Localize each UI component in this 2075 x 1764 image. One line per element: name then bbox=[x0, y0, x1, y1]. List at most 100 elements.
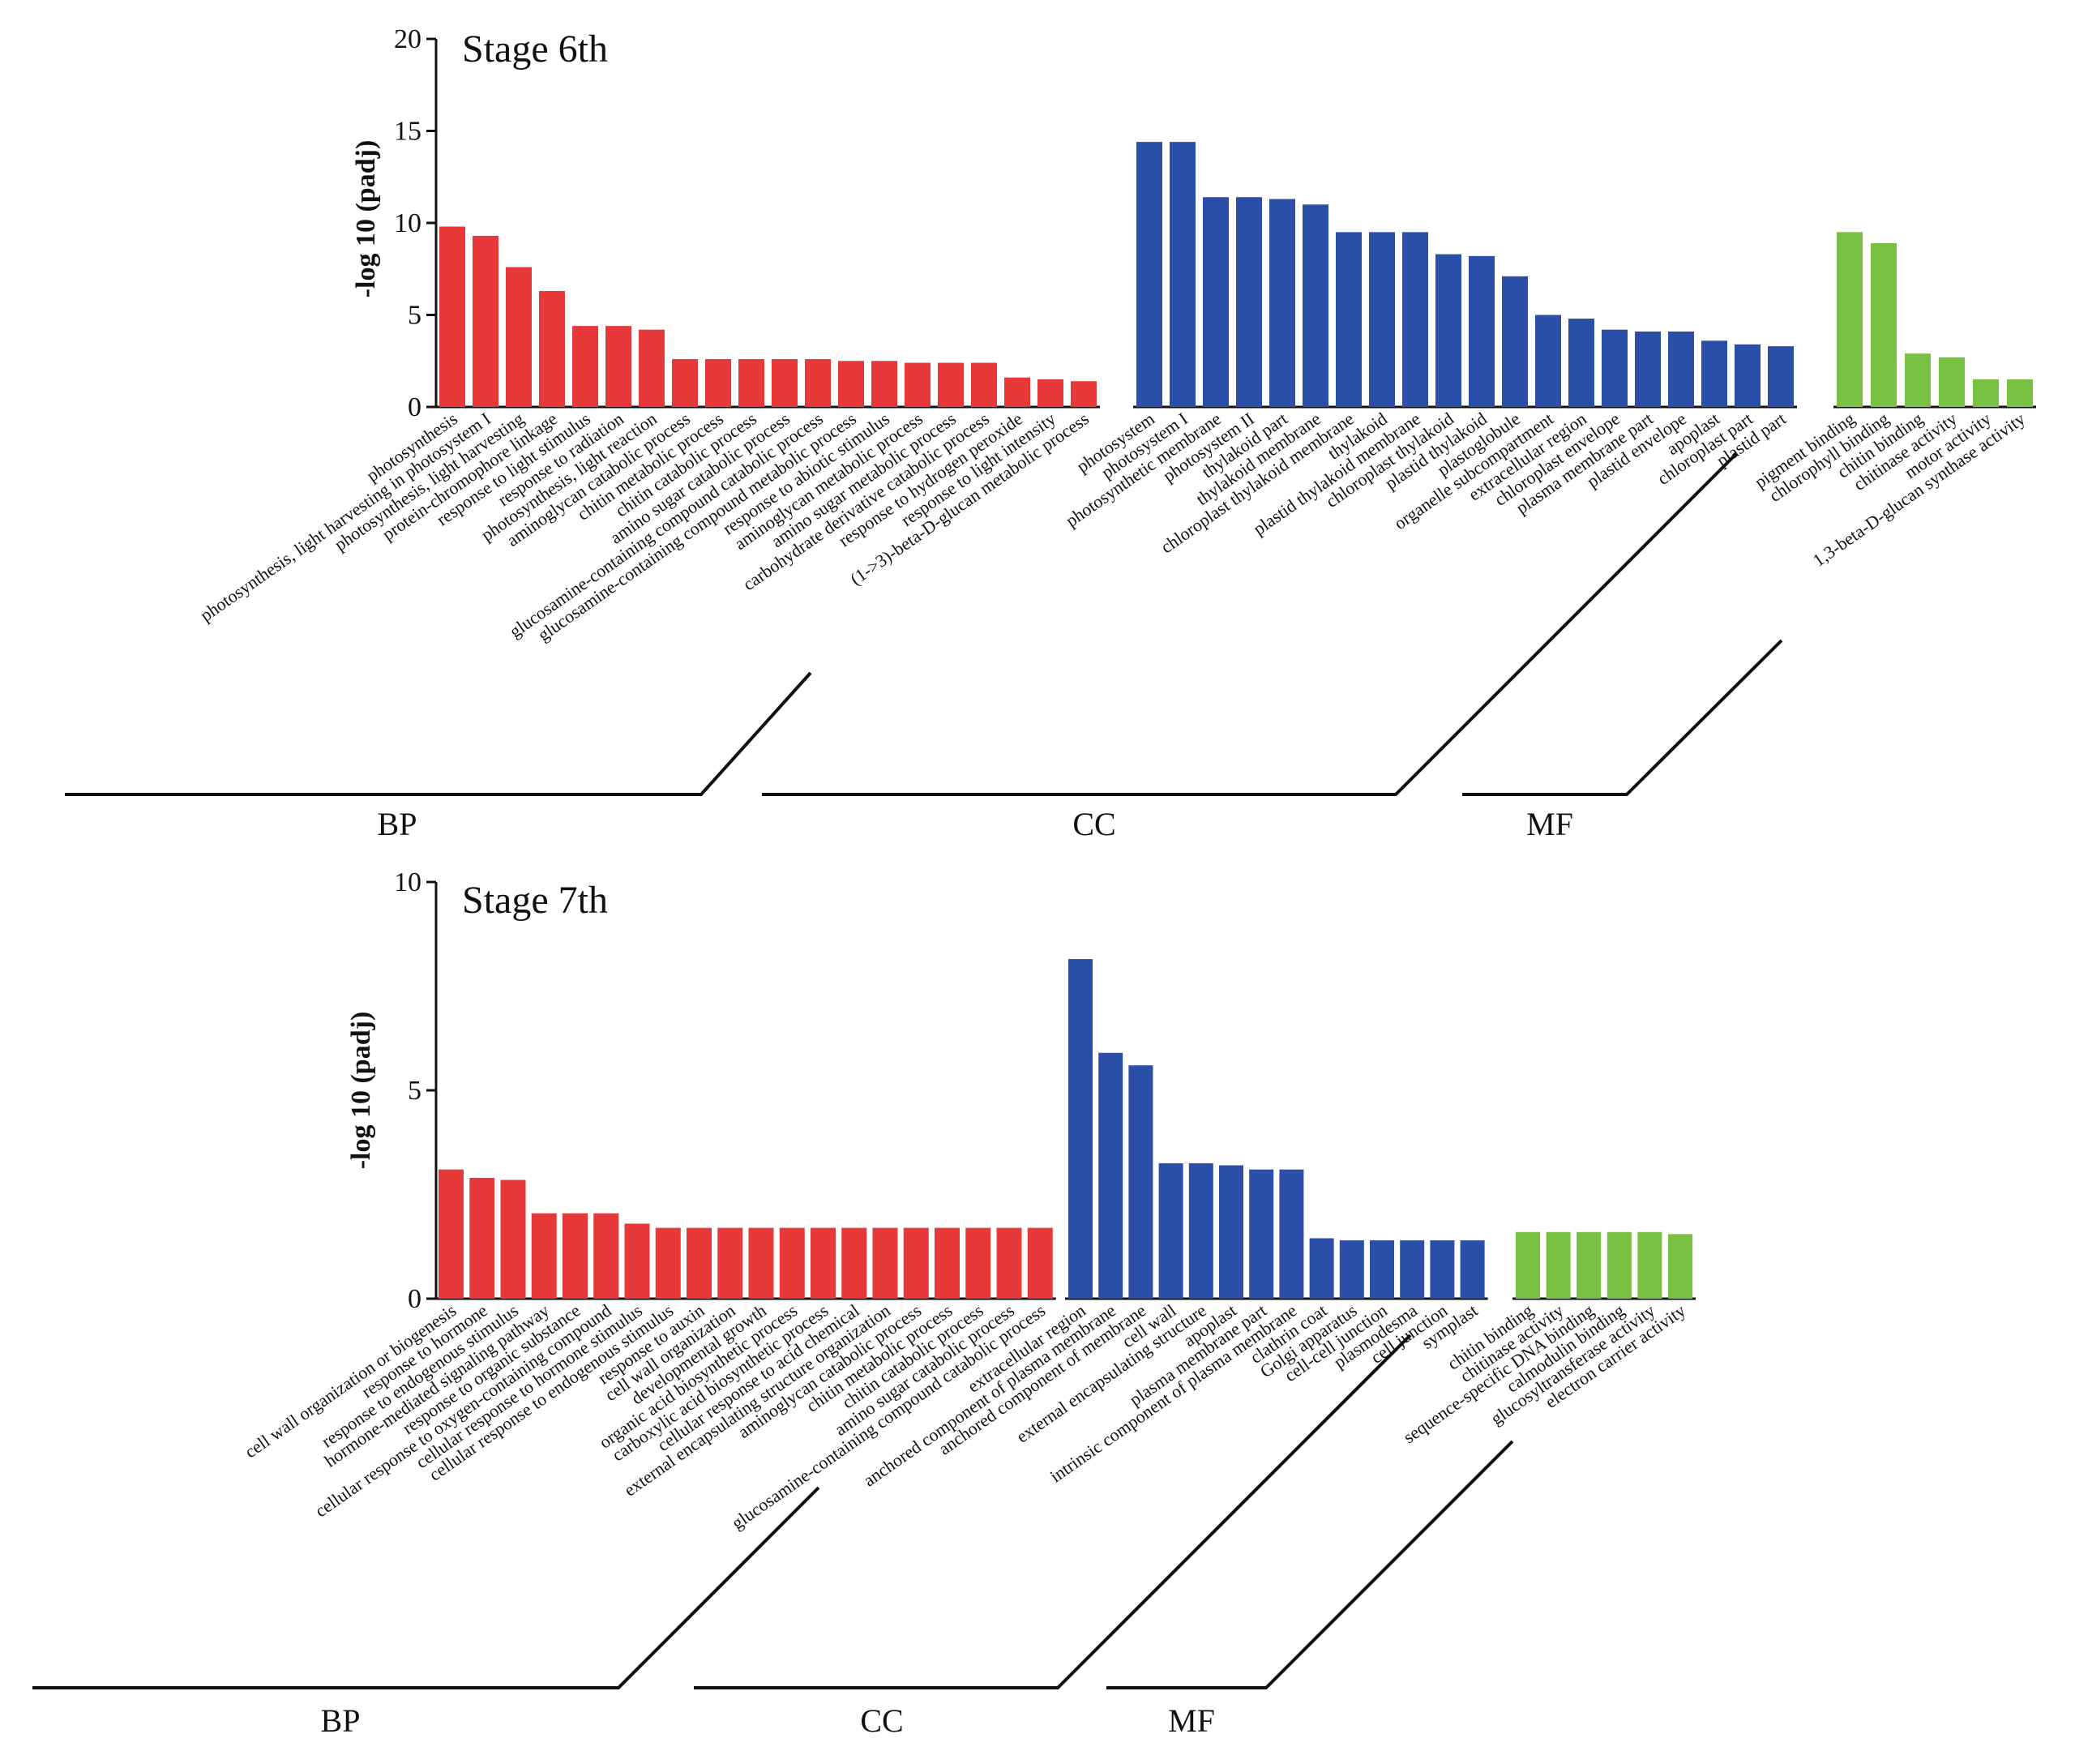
cc-bar bbox=[1535, 315, 1561, 407]
y-tick-label: 0 bbox=[408, 392, 421, 422]
bp-bar bbox=[903, 1227, 929, 1299]
group-bracket bbox=[762, 452, 1738, 796]
bp-bar bbox=[971, 362, 997, 407]
y-tick-label: 0 bbox=[408, 1284, 421, 1314]
bp-bar bbox=[473, 235, 498, 407]
y-tick-label: 10 bbox=[394, 867, 421, 897]
bp-bar bbox=[572, 326, 598, 407]
mf-bar bbox=[1871, 242, 1897, 407]
bp-bar bbox=[811, 1227, 836, 1299]
bp-bar bbox=[779, 1227, 805, 1299]
chart-title: Stage 6th bbox=[462, 28, 608, 71]
bp-bar bbox=[705, 358, 731, 407]
cc-bar bbox=[1158, 1162, 1183, 1299]
bp-bar bbox=[531, 1213, 557, 1299]
y-axis-title: -log 10 (padj) bbox=[346, 1012, 376, 1170]
cc-bar bbox=[1369, 232, 1395, 407]
group-bracket bbox=[1106, 1440, 1514, 1689]
cc-bar bbox=[1460, 1240, 1485, 1299]
bp-bar bbox=[639, 329, 665, 407]
mf-bar bbox=[1973, 379, 1999, 407]
bp-bar bbox=[1071, 381, 1097, 407]
cc-bar bbox=[1502, 276, 1528, 407]
cc-bar bbox=[1568, 319, 1594, 407]
bp-bar bbox=[605, 326, 631, 407]
bp-bar bbox=[1038, 379, 1063, 407]
mf-bar bbox=[1939, 357, 1965, 407]
y-tick-label: 5 bbox=[408, 1076, 421, 1106]
bp-bar bbox=[838, 361, 864, 407]
bp-bar bbox=[563, 1213, 588, 1299]
cc-bar bbox=[1068, 959, 1093, 1299]
cc-bar bbox=[1279, 1169, 1304, 1299]
cc-bar bbox=[1701, 340, 1727, 407]
group-bracket bbox=[65, 671, 812, 796]
bp-bar bbox=[687, 1227, 712, 1299]
cc-bar bbox=[1219, 1165, 1243, 1299]
group-label: CC bbox=[1072, 806, 1115, 842]
bp-bar bbox=[938, 362, 964, 407]
bp-bar bbox=[717, 1227, 743, 1299]
bp-bar bbox=[469, 1177, 495, 1299]
mf-bar bbox=[1546, 1231, 1571, 1299]
mf-bar bbox=[1577, 1231, 1602, 1299]
cc-bar bbox=[1236, 197, 1262, 407]
cc-bar bbox=[1370, 1240, 1394, 1299]
bp-bar bbox=[439, 1169, 464, 1299]
cc-bar bbox=[1469, 255, 1495, 407]
group-bracket bbox=[32, 1486, 820, 1689]
bp-bar bbox=[872, 1227, 898, 1299]
y-tick-label: 15 bbox=[394, 117, 421, 147]
cc-bar bbox=[1098, 1052, 1123, 1299]
bp-bar bbox=[539, 290, 565, 407]
mf-bar bbox=[1607, 1231, 1632, 1299]
mf-bar bbox=[1905, 353, 1931, 407]
cc-bar bbox=[1336, 232, 1362, 407]
mf-bar bbox=[1516, 1231, 1540, 1299]
cc-bar bbox=[1339, 1240, 1364, 1299]
bp-bar bbox=[805, 358, 831, 407]
cc-bar bbox=[1402, 232, 1428, 407]
bp-bar bbox=[772, 358, 798, 407]
cc-bar bbox=[1768, 346, 1794, 407]
cc-bar bbox=[1735, 344, 1761, 407]
cc-bar bbox=[1269, 199, 1295, 408]
cc-bar bbox=[1602, 329, 1628, 407]
bp-bar bbox=[439, 226, 465, 407]
mf-bar bbox=[1837, 232, 1863, 407]
bp-bar bbox=[905, 362, 931, 407]
y-tick-label: 20 bbox=[394, 24, 421, 54]
bp-bar bbox=[593, 1213, 619, 1299]
bp-bar bbox=[996, 1227, 1022, 1299]
chart-title: Stage 7th bbox=[462, 879, 608, 922]
cc-bar bbox=[1136, 142, 1162, 407]
bp-bar bbox=[1004, 377, 1030, 407]
y-tick-label: 5 bbox=[408, 301, 421, 331]
bp-bar bbox=[935, 1227, 960, 1299]
cc-bar bbox=[1668, 331, 1694, 407]
bp-bar bbox=[655, 1227, 681, 1299]
cc-bar bbox=[1170, 142, 1196, 407]
bp-bar bbox=[871, 361, 897, 407]
bp-bar bbox=[506, 267, 532, 407]
bp-bar bbox=[738, 358, 764, 407]
group-bracket bbox=[694, 1334, 1412, 1689]
bp-bar bbox=[672, 358, 698, 407]
cc-bar bbox=[1188, 1162, 1213, 1299]
bp-bar bbox=[1027, 1227, 1053, 1299]
bp-bar bbox=[500, 1180, 526, 1299]
y-tick-label: 10 bbox=[394, 208, 421, 238]
y-axis-title: -log 10 (padj) bbox=[351, 140, 381, 298]
group-bracket bbox=[1462, 639, 1783, 796]
cc-bar bbox=[1203, 197, 1229, 407]
bp-bar bbox=[748, 1227, 774, 1299]
bp-bar bbox=[841, 1227, 867, 1299]
bp-bar bbox=[624, 1223, 650, 1299]
cc-bar bbox=[1435, 254, 1461, 407]
group-label: CC bbox=[860, 1702, 903, 1739]
bp-bar bbox=[965, 1227, 991, 1299]
group-label: BP bbox=[321, 1702, 361, 1739]
group-label: BP bbox=[378, 806, 417, 842]
cc-bar bbox=[1430, 1240, 1455, 1299]
